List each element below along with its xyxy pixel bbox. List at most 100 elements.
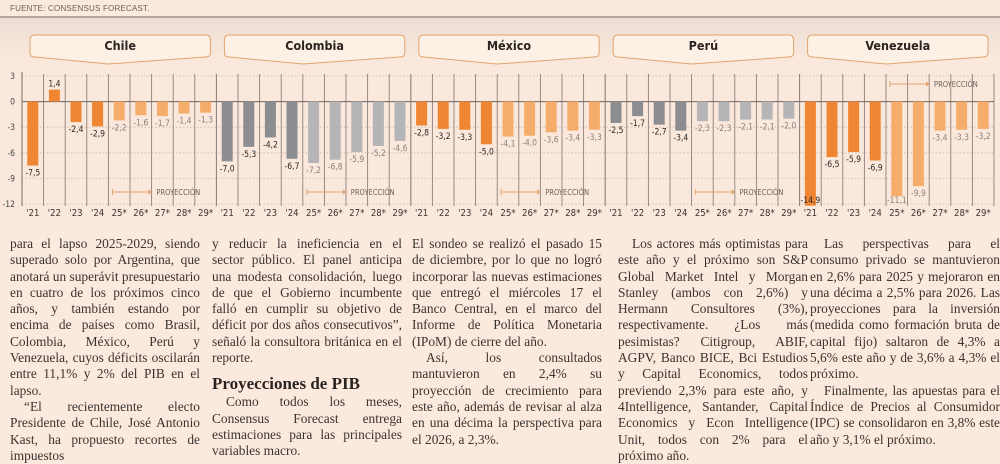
data-label: -2,1 [738,123,753,133]
paragraph: Como todos los meses, Consensus Forecast… [212,394,402,459]
x-tick-label: '24 [674,208,687,219]
data-label: -3,3 [457,133,472,143]
data-label: -5,9 [349,155,364,165]
country-panel-mxico: México -2,8 '21 -3,2 '22 -3,3 '23 -5,0 '24 -4,1 25… [410,34,606,219]
data-label: -5,9 [846,155,861,165]
data-label: -2,3 [695,124,710,134]
bar [200,101,212,113]
x-tick-label: '21 [804,208,817,219]
bar [156,101,168,117]
y-tick-label: -9 [7,174,15,184]
country-panel-venezuela: Venezuela -14,9 '21 -6,5 '22 -5,9 '23 -6,9 '24 -1… [799,34,995,219]
x-tick-label: 27* [544,208,560,219]
data-label: -6,8 [328,163,343,173]
data-label: -2,9 [90,129,105,139]
data-label: -2,2 [112,123,127,133]
paragraph: Así, los consultados mantuvieron en 2,4%… [412,350,602,447]
data-label: -5,0 [479,147,494,157]
bar [27,101,39,166]
x-tick-label: 28* [954,208,970,219]
country-panel-colombia: Colombia -7,0 '21 -5,3 '22 -4,2 '23 -6,7 '24 -7,2… [215,34,412,219]
data-label: -5,2 [371,149,386,159]
data-label: -2,5 [609,126,624,136]
x-tick-label: '22 [631,208,644,219]
projection-label: PROYECCIÓN [934,80,978,89]
paragraph: “El recientemente electo Presidente de C… [10,398,200,463]
bar [243,101,255,147]
x-tick-label: '21 [609,208,622,219]
bar [329,101,341,160]
bar [113,101,125,121]
data-label: -6,5 [825,160,840,170]
bar [351,101,363,152]
data-label: -1,4 [177,117,192,127]
y-tick-label: -3 [7,123,15,133]
data-label: -4,6 [393,144,408,154]
paragraph: Los actores más optimistas para este año… [618,236,808,463]
bar [524,101,536,136]
panel-title-box [418,34,600,65]
data-label: -2,7 [652,128,667,138]
data-label: -14,9 [801,196,821,206]
bar [70,101,82,123]
x-tick-label: 29* [587,208,603,219]
data-label: 1,4 [48,80,60,90]
projection-label: PROYECCIÓN [740,188,784,197]
bar [653,101,665,125]
data-label: -2,1 [760,123,775,133]
bar [394,101,406,141]
x-tick-label: '24 [91,208,104,219]
data-label: -1,6 [133,118,148,128]
bar [308,101,320,164]
fiscal-balance-chart: 3 0 -3 -6 -9 -12 Chile -7,5 '21 1,4 '22 -2,4 '23 -2,… [3,34,995,219]
panel-title-box [223,34,406,65]
x-tick-label: 29* [198,208,214,219]
article-column-2: y reducir la ineficiencia en el sector p… [212,236,402,460]
x-tick-label: 26* [911,208,927,219]
bar [178,101,190,114]
bar [459,101,471,130]
data-label: -3,4 [673,134,688,144]
paragraph: para el lapso 2025-2029, siendo superado… [10,236,201,398]
data-label: -3,3 [587,133,602,143]
x-tick-label: 28* [760,208,776,219]
bar [740,101,752,120]
bar [891,101,903,197]
data-label: -7,5 [25,169,40,179]
data-label: -6,7 [285,162,300,172]
bar [718,101,730,122]
panel-title: Perú [689,38,718,53]
bar [48,89,60,102]
data-label: -11,1 [887,196,907,206]
panel-title: Colombia [285,38,344,53]
data-label: -4,2 [263,140,278,150]
x-tick-label: 27* [932,208,948,219]
x-tick-label: 26* [716,208,732,219]
bar [934,101,946,131]
data-label: -3,4 [933,134,948,144]
x-tick-label: '23 [458,208,471,219]
data-label: -2,3 [717,124,732,134]
x-tick-label: '22 [437,208,450,219]
x-tick-label: 25* [695,208,711,219]
projection-arrowhead [537,189,542,195]
country-panel-per: Perú -2,5 '21 -1,7 '22 -2,7 '23 -3,4 '24 -2,3 25* -… [604,34,801,219]
x-tick-label: '24 [285,208,298,219]
source-note: FUENTE: CONSENSUS FORECAST. [10,4,150,13]
projection-arrowhead [731,189,736,195]
x-tick-label: 28* [371,208,387,219]
bar [480,101,492,145]
bar [912,101,924,187]
data-label: -3,6 [544,135,559,145]
x-tick-label: '22 [242,208,255,219]
x-tick-label: '23 [264,208,277,219]
y-tick-label: -6 [7,149,15,159]
y-tick-label: -12 [3,200,16,210]
bar [675,101,687,131]
x-tick-label: '24 [869,208,882,219]
x-tick-label: 25* [112,208,128,219]
x-tick-label: 25* [500,208,516,219]
x-tick-label: '21 [415,208,428,219]
x-tick-label: 27* [349,208,365,219]
article-column-4: Los actores más optimistas para este año… [618,236,808,464]
